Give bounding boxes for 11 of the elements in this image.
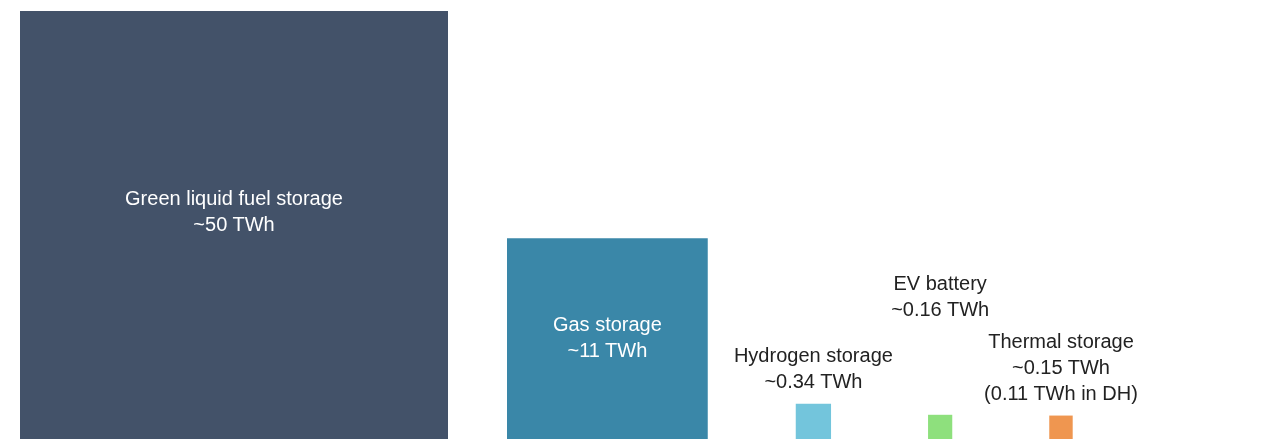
data-label: ~0.16 TWh [891,298,990,321]
data-label: ~50 TWh [193,212,275,235]
data-label: ~0.15 TWh [1011,356,1110,379]
category-label: EV battery [893,272,987,295]
data-label: ~0.34 TWh [764,370,863,393]
data-label: ~11 TWh [567,339,648,362]
text: (0.11 TWh in DH) [984,382,1138,405]
category-label: Green liquid fuel storage [125,186,343,209]
category-label: Hydrogen storage [733,344,893,367]
category-label: Thermal storage [988,330,1134,353]
category-label: Gas storage [552,313,662,336]
